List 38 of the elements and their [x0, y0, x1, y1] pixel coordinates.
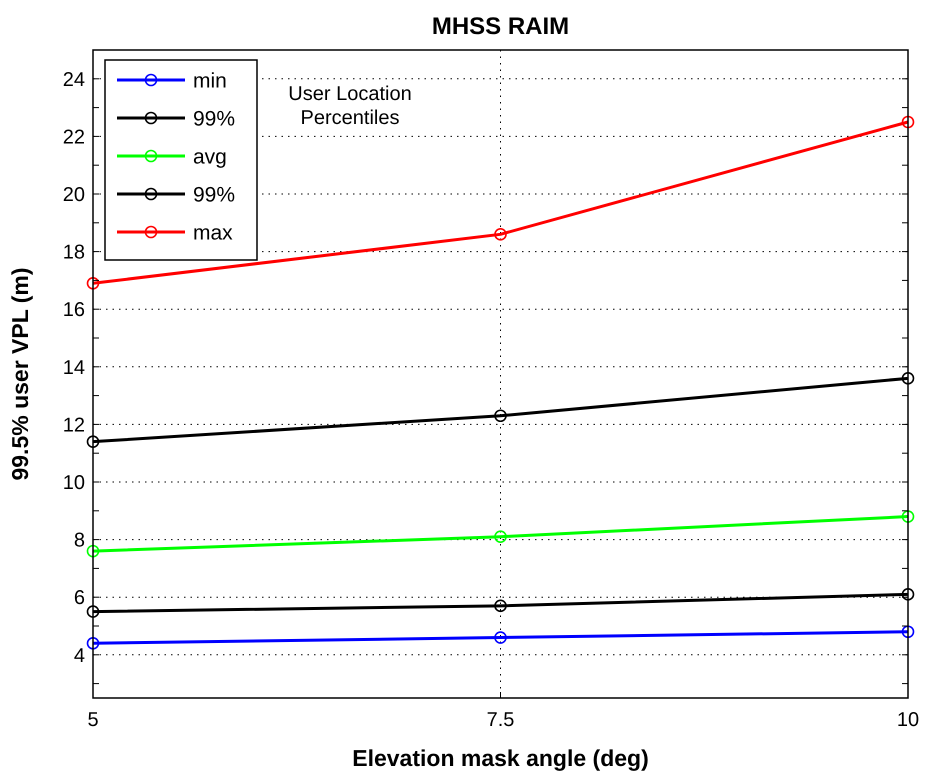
y-tick-label: 12	[62, 414, 85, 436]
point	[494, 530, 507, 544]
legend-label: max	[193, 221, 234, 244]
y-tick-label: 16	[62, 299, 85, 322]
legend-label: min	[193, 69, 227, 92]
point	[902, 116, 914, 128]
x-tick-label: 5	[87, 709, 99, 731]
y-tick-label: 6	[74, 587, 85, 610]
x-tick-label: 10	[896, 709, 920, 731]
y-tick-label: 4	[74, 644, 85, 667]
point	[494, 228, 507, 241]
y-tick-label: 22	[62, 126, 85, 148]
point	[494, 600, 507, 612]
point	[494, 409, 507, 422]
x-tick-label: 7.5	[486, 709, 514, 731]
point	[86, 636, 100, 650]
point	[902, 625, 914, 638]
legend-title: User Location Percentiles	[288, 83, 412, 129]
legend-label: 99%	[193, 107, 236, 130]
legend-label: avg	[193, 145, 227, 168]
chart-title: MHSS RAIM	[432, 13, 570, 40]
y-tick-label: 24	[62, 68, 85, 91]
y-tick-label: 8	[74, 530, 85, 552]
y-tick-label: 18	[62, 242, 85, 264]
point	[86, 435, 100, 448]
y-tick-label: 14	[62, 356, 85, 379]
y-tick-label: 20	[62, 184, 85, 206]
point	[902, 588, 914, 601]
point	[902, 510, 914, 523]
point	[902, 372, 914, 385]
point	[86, 605, 100, 618]
y-axis-title: 99.5% user VPL (m)	[7, 267, 33, 481]
point	[86, 276, 100, 290]
legend-label: 99%	[193, 183, 236, 206]
point	[494, 631, 507, 644]
y-tick-label: 10	[62, 472, 85, 494]
point	[86, 544, 100, 558]
x-axis-title: Elevation mask angle (deg)	[352, 745, 649, 771]
